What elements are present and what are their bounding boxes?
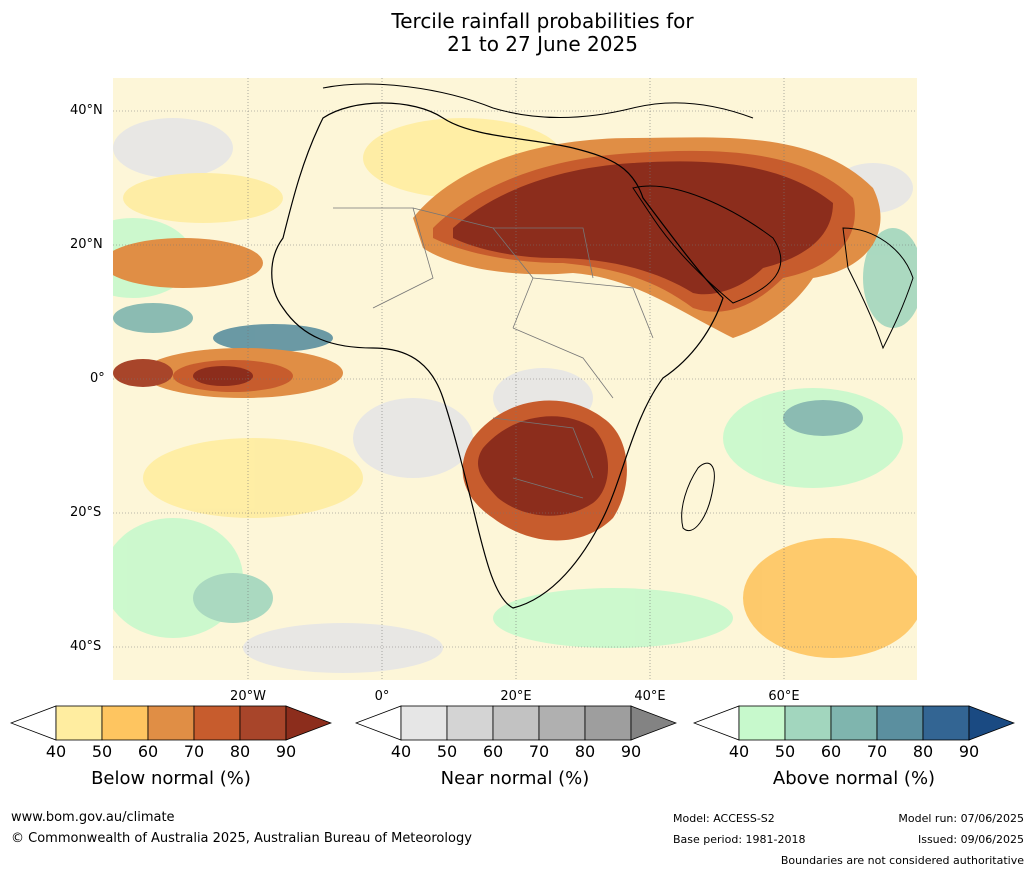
colorbar-below-normal bbox=[10, 705, 332, 741]
colorbar-swatch bbox=[922, 705, 970, 741]
below-normal-label: Below normal (%) bbox=[91, 768, 251, 789]
colorbar-swatch bbox=[239, 705, 287, 741]
footer-issued: Issued: 09/06/2025 bbox=[917, 833, 1024, 846]
colorbar-swatch bbox=[193, 705, 241, 741]
colorbar-tick-label: 40 bbox=[390, 742, 412, 761]
footer-model-run: Model run: 07/06/2025 bbox=[898, 812, 1024, 825]
colorbar-extend-high bbox=[968, 705, 1015, 741]
colorbar-tick-label: 60 bbox=[482, 742, 504, 761]
colorbar-tick-label: 60 bbox=[820, 742, 842, 761]
colorbar-tick-label: 40 bbox=[45, 742, 67, 761]
colorbar-swatch bbox=[584, 705, 632, 741]
colorbar-swatch bbox=[876, 705, 924, 741]
footer-base-period: Base period: 1981-2018 bbox=[673, 833, 806, 846]
colorbar-tick-label: 90 bbox=[620, 742, 642, 761]
colorbar-swatch bbox=[538, 705, 586, 741]
near-normal-label: Near normal (%) bbox=[440, 768, 590, 789]
title-line-2: 21 to 27 June 2025 bbox=[447, 32, 638, 56]
colorbar-extend-high bbox=[630, 705, 677, 741]
colorbar-tick-label: 80 bbox=[912, 742, 934, 761]
colorbar-tick-label: 50 bbox=[91, 742, 113, 761]
above-normal-label: Above normal (%) bbox=[772, 768, 936, 789]
colorbar-swatch bbox=[784, 705, 832, 741]
colorbar-swatch bbox=[101, 705, 149, 741]
colorbar-tick-label: 90 bbox=[958, 742, 980, 761]
rainfall-probability-map bbox=[113, 78, 917, 680]
lat-label-20s: 20°S bbox=[70, 505, 102, 520]
colorbar-tick-label: 60 bbox=[137, 742, 159, 761]
map-title: Tercile rainfall probabilities for 21 to… bbox=[0, 10, 1035, 56]
footer-copyright: © Commonwealth of Australia 2025, Austra… bbox=[11, 831, 472, 846]
lon-label-0: 0° bbox=[374, 689, 390, 704]
colorbar-tick-label: 70 bbox=[866, 742, 888, 761]
colorbar-above-swatches bbox=[693, 705, 1015, 741]
colorbar-swatch bbox=[400, 705, 448, 741]
title-line-1: Tercile rainfall probabilities for bbox=[391, 9, 694, 33]
colorbar-extend-low bbox=[693, 705, 740, 741]
lat-label-40s: 40°S bbox=[70, 639, 102, 654]
lon-label-60e: 60°E bbox=[768, 689, 800, 704]
colorbar-swatch bbox=[55, 705, 103, 741]
lat-label-40n: 40°N bbox=[70, 103, 103, 118]
colorbar-tick-label: 70 bbox=[183, 742, 205, 761]
lon-label-40e: 40°E bbox=[634, 689, 666, 704]
colorbar-tick-label: 70 bbox=[528, 742, 550, 761]
colorbar-tick-label: 50 bbox=[436, 742, 458, 761]
colorbar-extend-low bbox=[355, 705, 402, 741]
footer-disclaimer: Boundaries are not considered authoritat… bbox=[780, 854, 1024, 867]
lon-label-20w: 20°W bbox=[230, 689, 266, 704]
footer-model: Model: ACCESS-S2 bbox=[673, 812, 775, 825]
colorbar-above-normal bbox=[693, 705, 1015, 741]
colorbar-extend-high bbox=[285, 705, 332, 741]
colorbar-extend-low bbox=[10, 705, 57, 741]
colorbar-tick-label: 40 bbox=[728, 742, 750, 761]
lon-label-20e: 20°E bbox=[500, 689, 532, 704]
colorbar-below-swatches bbox=[10, 705, 332, 741]
colorbar-swatch bbox=[830, 705, 878, 741]
colorbar-swatch bbox=[738, 705, 786, 741]
colorbar-near-normal bbox=[355, 705, 677, 741]
colorbar-tick-label: 90 bbox=[275, 742, 297, 761]
colorbar-near-swatches bbox=[355, 705, 677, 741]
lat-label-20n: 20°N bbox=[70, 237, 103, 252]
colorbar-swatch bbox=[147, 705, 195, 741]
lat-label-0: 0° bbox=[90, 371, 105, 386]
colorbar-tick-label: 50 bbox=[774, 742, 796, 761]
footer-url: www.bom.gov.au/climate bbox=[11, 810, 175, 825]
colorbar-swatch bbox=[446, 705, 494, 741]
colorbar-tick-label: 80 bbox=[229, 742, 251, 761]
colorbar-swatch bbox=[492, 705, 540, 741]
colorbar-tick-label: 80 bbox=[574, 742, 596, 761]
